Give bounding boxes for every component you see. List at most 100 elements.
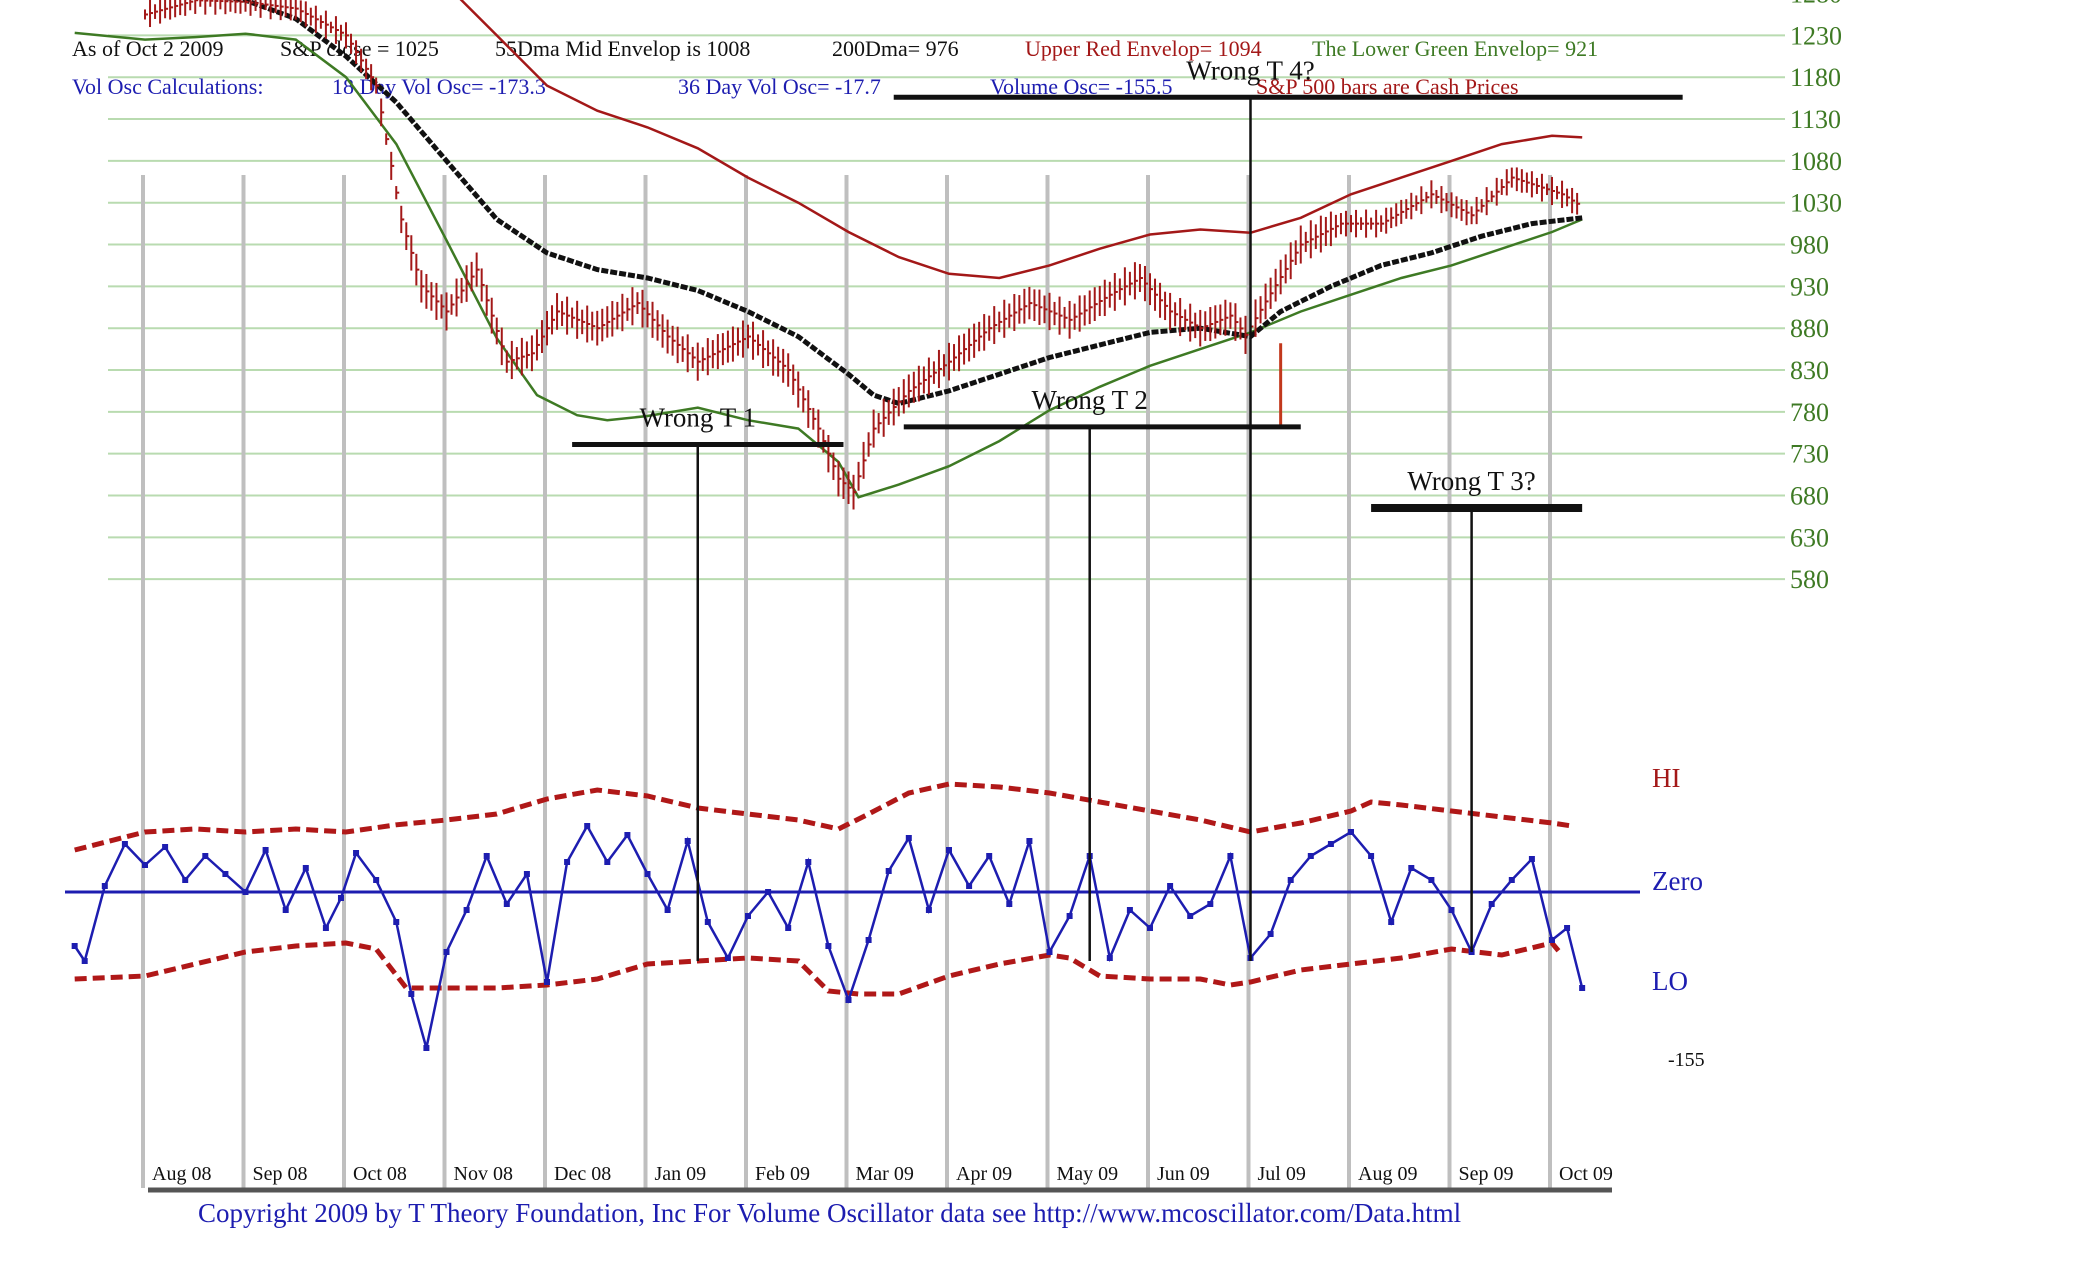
month-label-jan-09: Jan 09 bbox=[655, 1163, 707, 1185]
volume-oscillator-point bbox=[644, 871, 651, 877]
volume-oscillator-point bbox=[885, 868, 892, 874]
volume-oscillator-point bbox=[121, 841, 128, 847]
volume-oscillator-point bbox=[785, 925, 792, 931]
month-label-feb-09: Feb 09 bbox=[755, 1163, 810, 1185]
volume-oscillator-point bbox=[1287, 877, 1294, 883]
volume-oscillator-point bbox=[322, 925, 329, 931]
annotation-label-2: Wrong T 2 bbox=[1031, 385, 1147, 415]
price-tick-630: 630 bbox=[1790, 523, 1829, 552]
volume-oscillator-point bbox=[684, 838, 691, 844]
volume-oscillator-point bbox=[765, 889, 772, 895]
price-tick-580: 580 bbox=[1790, 565, 1829, 594]
volume-oscillator-point bbox=[664, 907, 671, 913]
volume-oscillator-point bbox=[1488, 901, 1495, 907]
volume-oscillator-point bbox=[353, 850, 360, 856]
volume-oscillator-point bbox=[1167, 883, 1174, 889]
osc-label-zero: Zero bbox=[1652, 866, 1703, 896]
volume-oscillator-point bbox=[1106, 955, 1113, 961]
volume-oscillator-point bbox=[1147, 925, 1153, 931]
data-series bbox=[65, 0, 1640, 1051]
volume-oscillator-point bbox=[483, 853, 490, 859]
header-lower-green-envelop: The Lower Green Envelop= 921 bbox=[1312, 36, 1599, 61]
price-tick-1180: 1180 bbox=[1790, 63, 1841, 92]
price-tick-780: 780 bbox=[1790, 398, 1829, 427]
volume-oscillator-point bbox=[262, 847, 269, 853]
month-axis-labels: Aug 08 Sep 08 Oct 08 Nov 08 Dec 08 Jan 09 Feb … bbox=[152, 1163, 1613, 1185]
volume-oscillator-point bbox=[1428, 877, 1435, 883]
month-label-oct-09: Oct 09 bbox=[1559, 1163, 1613, 1185]
volume-oscillator-point bbox=[825, 943, 832, 949]
dma-55-mid-envelope-line bbox=[224, 0, 1583, 407]
volume-oscillator-point bbox=[523, 871, 530, 877]
volume-oscillator-point bbox=[1187, 913, 1194, 919]
volume-oscillator-point bbox=[1327, 841, 1334, 847]
month-label-apr-09: Apr 09 bbox=[956, 1163, 1012, 1185]
volume-oscillator-point bbox=[1267, 931, 1274, 937]
osc-label-hi: HI bbox=[1652, 763, 1681, 793]
price-tick-1080: 1080 bbox=[1790, 147, 1842, 176]
price-tick-680: 680 bbox=[1790, 482, 1829, 511]
volume-oscillator-point bbox=[1026, 838, 1033, 844]
sp500-price-bars bbox=[144, 0, 1581, 510]
volume-oscillator-point bbox=[1207, 901, 1214, 907]
volume-oscillator-point bbox=[1227, 853, 1234, 859]
volume-oscillator-point bbox=[724, 955, 731, 961]
price-tick-730: 730 bbox=[1790, 440, 1829, 469]
month-label-sep-08: Sep 08 bbox=[253, 1163, 308, 1185]
volume-oscillator-point bbox=[1528, 856, 1535, 862]
volume-oscillator-point bbox=[1579, 985, 1586, 991]
volume-oscillator-point bbox=[1564, 925, 1571, 931]
volume-oscillator-point bbox=[966, 883, 973, 889]
volume-oscillator-point bbox=[443, 949, 450, 955]
volume-oscillator-point bbox=[282, 907, 289, 913]
price-tick-930: 930 bbox=[1790, 272, 1829, 301]
volume-oscillator-point bbox=[865, 937, 872, 943]
month-label-sep-09: Sep 09 bbox=[1459, 1163, 1514, 1185]
oscillator-lo-band bbox=[74, 940, 1564, 997]
volume-oscillator-point bbox=[423, 1045, 430, 1051]
volume-oscillator-line bbox=[73, 823, 1584, 1049]
price-tick-1230: 1230 bbox=[1790, 21, 1842, 50]
volume-oscillator-point bbox=[1006, 901, 1013, 907]
month-label-dec-08: Dec 08 bbox=[554, 1163, 611, 1185]
month-label-aug-08: Aug 08 bbox=[152, 1163, 211, 1185]
volume-oscillator-point bbox=[845, 997, 852, 1003]
month-label-mar-09: Mar 09 bbox=[856, 1163, 914, 1185]
volume-oscillator-point bbox=[905, 835, 912, 841]
month-gridlines bbox=[141, 175, 1612, 1193]
volume-oscillator-point bbox=[81, 958, 88, 964]
volume-oscillator-point bbox=[925, 907, 932, 913]
volume-oscillator-point bbox=[986, 853, 993, 859]
volume-oscillator-point bbox=[101, 883, 108, 889]
volume-oscillator-point bbox=[1508, 877, 1515, 883]
volume-oscillator-point bbox=[222, 871, 229, 877]
volume-oscillator-point bbox=[624, 832, 631, 838]
volume-oscillator-point bbox=[544, 979, 550, 985]
annotation-label-1: Wrong T 1 bbox=[640, 402, 756, 432]
volume-oscillator-point bbox=[182, 877, 189, 883]
price-axis-labels: 1280 1230 1180 1130 1080 1030 980 930 880 830 780 7… bbox=[1790, 0, 1842, 594]
annotation-label-3: Wrong T 3? bbox=[1407, 466, 1535, 496]
month-label-oct-08: Oct 08 bbox=[353, 1163, 407, 1185]
volume-oscillator-point bbox=[142, 862, 148, 868]
volume-oscillator-markers bbox=[71, 823, 1586, 1051]
volume-oscillator-point bbox=[503, 901, 510, 907]
header-200dma: 200Dma= 976 bbox=[832, 36, 959, 61]
month-label-jun-09: Jun 09 bbox=[1157, 1163, 1210, 1185]
price-tick-980: 980 bbox=[1790, 231, 1829, 260]
osc-label-lo: LO bbox=[1652, 966, 1688, 996]
upper-red-envelope-line bbox=[459, 0, 1583, 280]
osc-last-value: -155 bbox=[1668, 1049, 1705, 1071]
volume-oscillator-point bbox=[393, 919, 400, 925]
header-upper-red-envelop: Upper Red Envelop= 1094 bbox=[1025, 36, 1262, 61]
price-tick-880: 880 bbox=[1790, 314, 1829, 343]
volume-oscillator-point bbox=[1448, 907, 1455, 913]
volume-oscillator-point bbox=[162, 844, 169, 850]
volume-oscillator-point bbox=[1307, 853, 1314, 859]
volume-oscillator-point bbox=[242, 889, 249, 895]
volume-oscillator-point bbox=[1348, 829, 1354, 835]
volume-oscillator-point bbox=[1549, 937, 1555, 943]
month-label-nov-08: Nov 08 bbox=[454, 1163, 513, 1185]
volume-oscillator-point bbox=[1368, 853, 1375, 859]
